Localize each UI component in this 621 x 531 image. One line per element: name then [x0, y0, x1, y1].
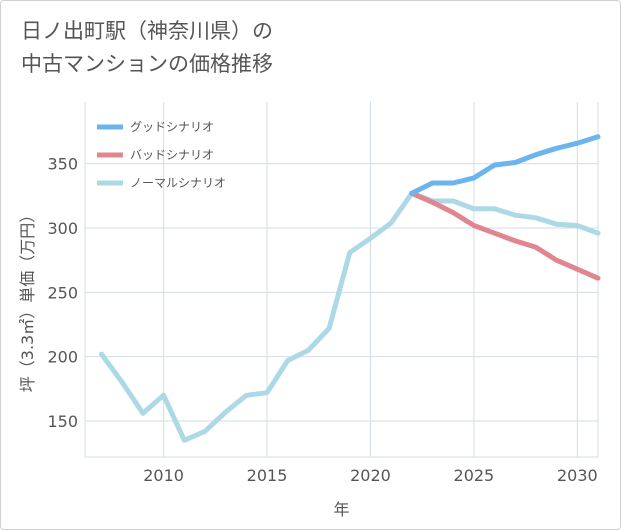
- x-tick-label: 2010: [143, 466, 184, 485]
- y-tick-label: 250: [47, 283, 78, 302]
- y-tick-label: 200: [47, 348, 78, 367]
- bad-scenario-legend-label: バッドシナリオ: [130, 148, 214, 162]
- y-axis-title: 坪（3.3㎡）単価（万円）: [18, 207, 37, 392]
- y-tick-label: 150: [47, 412, 78, 431]
- x-tick-label: 2025: [454, 466, 495, 485]
- normal-scenario-legend-label: ノーマルシナリオ: [130, 176, 226, 190]
- x-tick-label: 2030: [557, 466, 598, 485]
- y-tick-label: 300: [47, 219, 78, 238]
- good-scenario-legend-label: グッドシナリオ: [130, 120, 214, 134]
- x-axis-title: 年: [333, 500, 349, 519]
- axis-ticks: 2010 2015 2020 2025 2030 150 200 250 300 350: [47, 155, 597, 485]
- series-lines: [99, 134, 601, 443]
- chart-title-line-2: 中古マンションの価格推移: [21, 52, 273, 76]
- x-tick-label: 2020: [350, 466, 391, 485]
- x-tick-label: 2015: [247, 466, 288, 485]
- chart-title-line-1: 日ノ出町駅（神奈川県）の: [21, 19, 273, 43]
- y-tick-label: 350: [47, 155, 78, 174]
- normal-scenario-line: [99, 190, 601, 443]
- chart-title: 日ノ出町駅（神奈川県）の 中古マンションの価格推移: [21, 15, 273, 81]
- bad-scenario-line: [409, 190, 601, 281]
- good-scenario-line: [409, 134, 601, 196]
